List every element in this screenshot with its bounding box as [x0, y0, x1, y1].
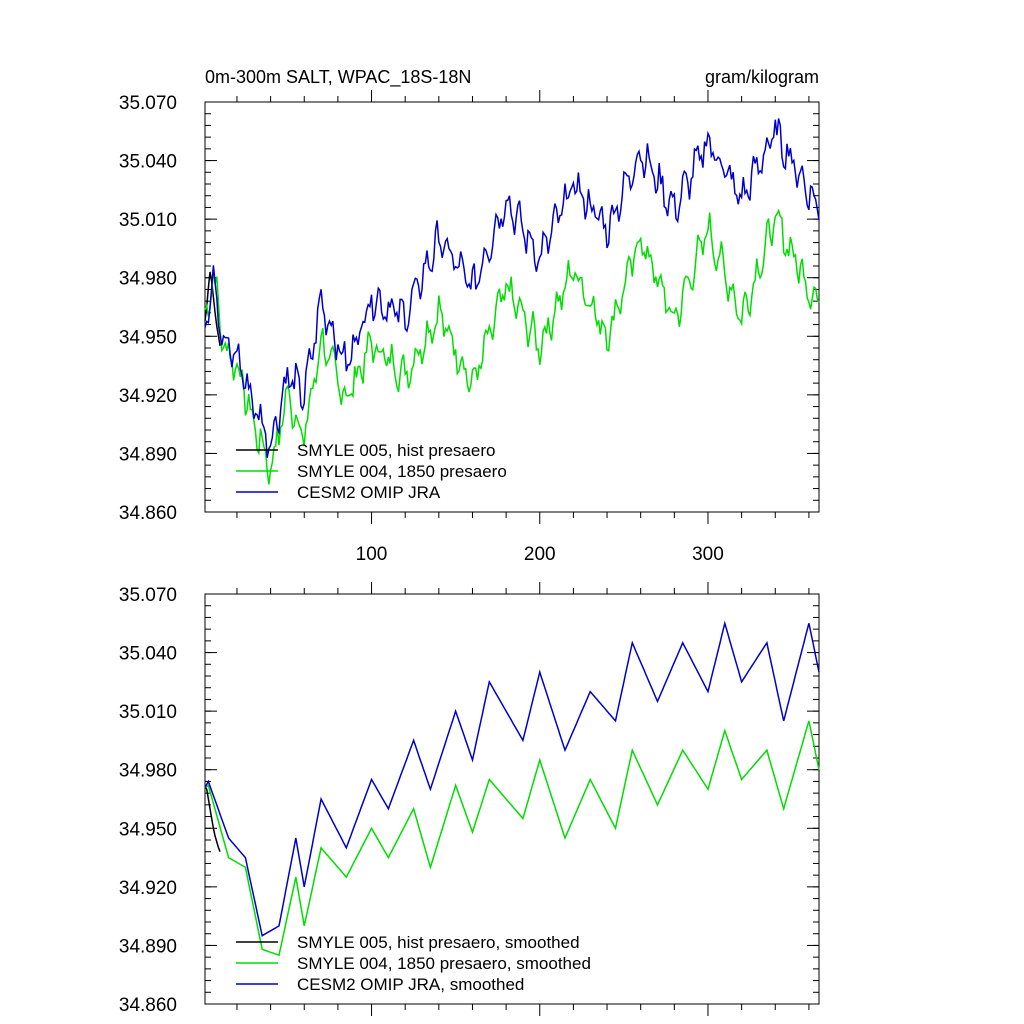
legend-label: SMYLE 005, hist presaero, smoothed — [297, 933, 580, 952]
y-tick-label: 35.040 — [119, 644, 177, 665]
y-tick-label: 35.040 — [119, 152, 177, 173]
series-line-1 — [204, 785, 221, 852]
y-tick-label: 34.980 — [119, 269, 177, 290]
y-tick-label: 34.860 — [119, 995, 177, 1016]
legend-label: CESM2 OMIP JRA, smoothed — [297, 975, 524, 994]
y-tick-label: 35.010 — [119, 210, 177, 231]
x-tick-label: 300 — [692, 544, 724, 565]
series-line-3 — [204, 620, 820, 937]
y-tick-label: 34.920 — [119, 386, 177, 407]
top-chart-units: gram/kilogram — [705, 67, 819, 87]
legend-label: CESM2 OMIP JRA — [297, 483, 441, 502]
top-plot-frame — [204, 101, 820, 513]
y-tick-label: 34.890 — [119, 936, 177, 957]
series-line-2 — [204, 208, 820, 485]
y-tick-label: 34.950 — [119, 819, 177, 840]
bottom-axis-ticks: 35.070 35.040 35.010 34.980 34.950 34.920 34.8… — [119, 582, 819, 1016]
x-tick-label: 100 — [356, 544, 388, 565]
legend-label: SMYLE 005, hist presaero — [297, 441, 495, 460]
x-tick-label: 200 — [524, 544, 556, 565]
y-tick-label: 34.950 — [119, 327, 177, 348]
bottom-plot-frame — [204, 593, 820, 1005]
legend-label: SMYLE 004, 1850 presaero, smoothed — [297, 954, 591, 973]
top-axis-ticks: 35.070 35.040 35.010 34.980 34.950 34.920 34.8… — [119, 90, 819, 565]
y-tick-label: 35.010 — [119, 702, 177, 723]
y-tick-label: 34.920 — [119, 878, 177, 899]
top-chart-title: 0m-300m SALT, WPAC_18S-18N — [205, 67, 471, 88]
y-tick-label: 35.070 — [119, 585, 177, 606]
y-tick-label: 34.860 — [119, 503, 177, 524]
top-series-lines — [204, 118, 820, 485]
bottom-series-lines — [204, 620, 820, 957]
series-line-3 — [204, 118, 820, 458]
y-tick-label: 34.980 — [119, 761, 177, 782]
top-legend: SMYLE 005, hist presaero SMYLE 004, 1850 … — [236, 441, 507, 502]
top-panel: 0m-300m SALT, WPAC_18S-18N gram/kilogram… — [119, 67, 820, 565]
bottom-panel: 35.070 35.040 35.010 34.980 34.950 34.920 34.8… — [119, 582, 820, 1016]
y-tick-label: 35.070 — [119, 93, 177, 114]
bottom-legend: SMYLE 005, hist presaero, smoothed SMYLE … — [236, 933, 591, 994]
legend-label: SMYLE 004, 1850 presaero — [297, 462, 507, 481]
y-tick-label: 34.890 — [119, 444, 177, 465]
series-line-2 — [204, 720, 820, 957]
